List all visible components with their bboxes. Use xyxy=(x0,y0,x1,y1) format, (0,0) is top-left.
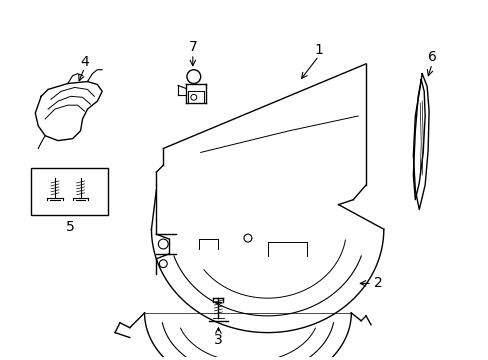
Text: 1: 1 xyxy=(314,43,323,57)
Text: 3: 3 xyxy=(214,333,223,346)
Text: 5: 5 xyxy=(66,220,75,234)
Text: 7: 7 xyxy=(188,40,197,54)
Text: 6: 6 xyxy=(427,50,436,64)
Text: 2: 2 xyxy=(373,276,382,291)
Text: 4: 4 xyxy=(80,55,89,69)
